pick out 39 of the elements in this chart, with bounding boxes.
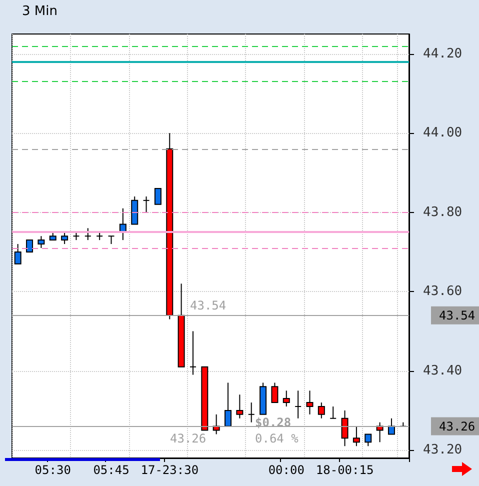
candlestick <box>84 228 92 241</box>
candlestick <box>38 236 45 248</box>
candlestick <box>61 232 68 245</box>
candlestick <box>236 394 244 419</box>
candlestick <box>364 434 372 447</box>
candlestick <box>154 188 162 205</box>
x-tick-label: 18-00:15 <box>316 463 374 477</box>
candlestick <box>108 236 115 245</box>
candlestick <box>330 406 337 419</box>
y-tick-label: 43.40 <box>423 363 462 378</box>
candlestick <box>131 196 138 225</box>
candlestick <box>306 390 314 415</box>
y-tick-label: 44.00 <box>423 126 462 141</box>
candlestick <box>142 196 150 213</box>
x-tick-label: 05:30 <box>34 463 71 477</box>
candlestick <box>14 244 22 264</box>
candlestick <box>189 330 196 376</box>
candlestick <box>282 390 290 407</box>
candlestick <box>224 382 232 427</box>
candlestick <box>318 402 325 419</box>
candlestick <box>271 382 278 404</box>
candlestick <box>248 402 255 423</box>
x-tick-label: 00:00 <box>268 463 304 477</box>
y-tick-label: 43.80 <box>423 204 462 220</box>
candlestick <box>26 240 34 252</box>
annotation: 43.54 <box>190 298 226 312</box>
annotation: 0.64 % <box>255 431 300 446</box>
y-tick-label: 43.20 <box>423 442 462 458</box>
y-tick-label: 44.20 <box>423 46 462 62</box>
candlestick <box>341 410 348 447</box>
x-tick-label: 17-23:30 <box>140 463 199 477</box>
candlestick <box>294 390 302 419</box>
candlestick <box>352 426 360 447</box>
annotation: 43.26 <box>170 431 206 446</box>
ref-line-label: 43.54 <box>439 308 476 322</box>
x-tick-label: 05:45 <box>93 463 130 477</box>
ref-line-label: 43.26 <box>439 419 476 434</box>
chart-title: 3 Min <box>22 4 58 19</box>
y-tick-label: 43.60 <box>423 284 462 300</box>
